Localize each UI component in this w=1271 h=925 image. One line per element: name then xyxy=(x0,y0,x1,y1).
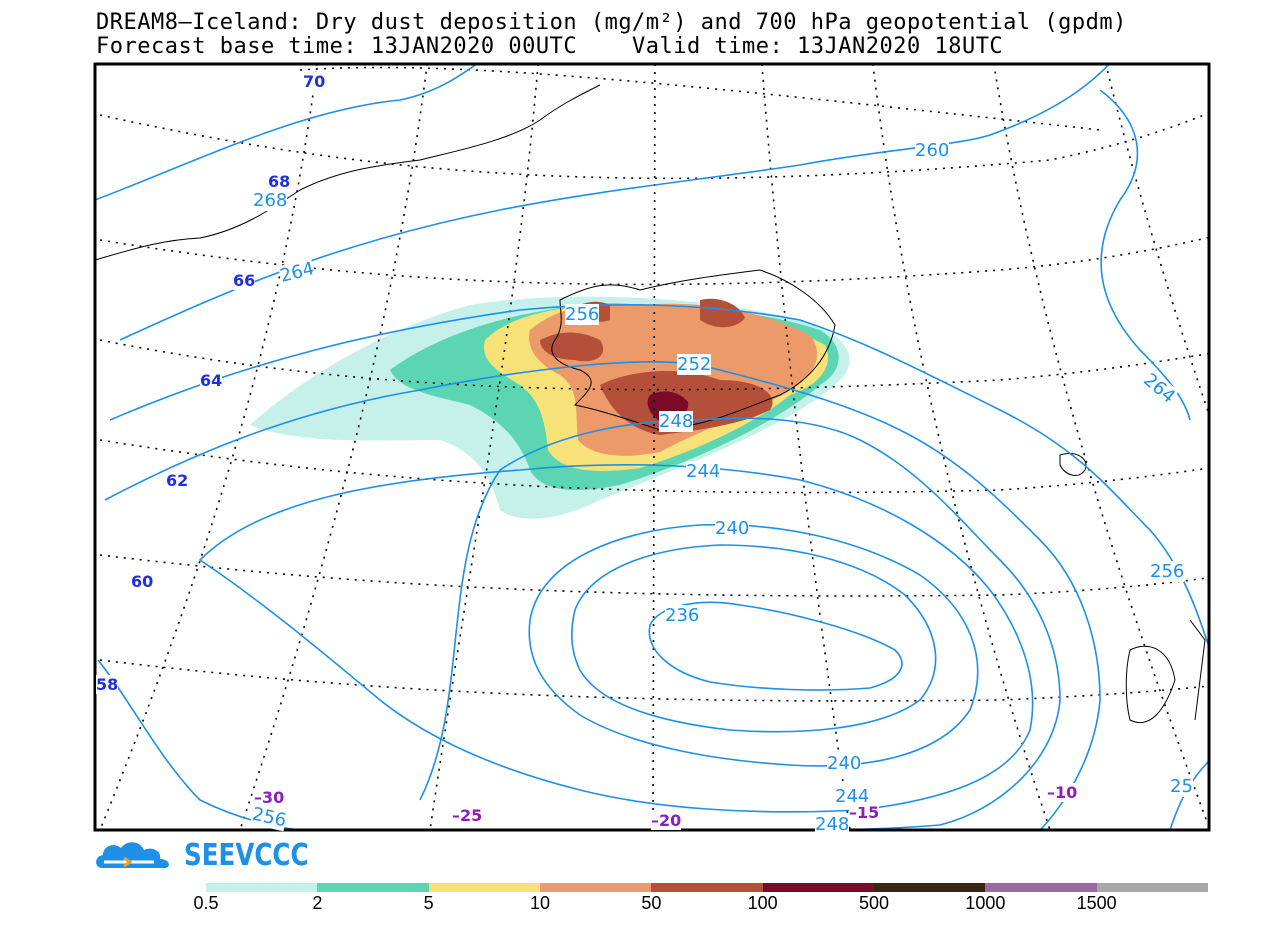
lon-label-minus15: –15 xyxy=(849,803,880,822)
map-subtitle: Forecast base time: 13JAN2020 00UTC Vali… xyxy=(96,34,1004,59)
contour-label: 256 xyxy=(565,304,600,325)
lat-label-60: 60 xyxy=(131,572,154,591)
contour-label: 244 xyxy=(835,786,870,807)
legend-label: 0.5 xyxy=(193,893,219,913)
legend-swatch xyxy=(985,883,1097,892)
geopotential-contours xyxy=(95,64,1209,830)
lat-label-58: 58 xyxy=(96,675,119,694)
legend-swatch xyxy=(317,883,429,892)
contour-label: 256 xyxy=(1150,561,1185,582)
legend-swatch xyxy=(428,883,540,892)
lon-label-minus25: –25 xyxy=(452,806,483,825)
legend-label: 10 xyxy=(529,893,551,913)
dust-deposition-field xyxy=(250,296,850,519)
lat-label-68: 68 xyxy=(268,172,291,191)
map-title: DREAM8–Iceland: Dry dust deposition (mg/… xyxy=(96,10,1127,35)
lon-label-minus30: –30 xyxy=(254,788,285,807)
lat-label-62: 62 xyxy=(166,471,189,490)
lon-label-minus10: –10 xyxy=(1047,783,1078,802)
legend-swatch xyxy=(206,883,318,892)
contour-label: 236 xyxy=(665,605,700,626)
legend-label: 2 xyxy=(312,893,323,913)
contour-label: 260 xyxy=(915,140,950,161)
legend-label: 1500 xyxy=(1076,893,1117,913)
legend-swatch xyxy=(873,883,986,892)
contour-label: 244 xyxy=(686,461,721,482)
legend-swatch xyxy=(762,883,874,892)
legend-swatch xyxy=(651,883,763,892)
lat-label-64: 64 xyxy=(200,371,223,390)
legend-label: 50 xyxy=(641,893,662,913)
legend-swatch xyxy=(539,883,652,892)
legend-swatch xyxy=(1096,883,1208,892)
contour-label: 268 xyxy=(253,190,288,211)
lat-label-70: 70 xyxy=(303,72,326,91)
contour-label: 248 xyxy=(659,411,694,432)
cloud-logo-icon xyxy=(96,842,169,868)
parallels xyxy=(99,66,1209,702)
contour-label: 240 xyxy=(827,753,862,774)
legend-label: 1000 xyxy=(965,893,1006,913)
logo-text: SEEVCCC xyxy=(184,838,309,873)
legend-label: 100 xyxy=(747,893,778,913)
legend-colorbar xyxy=(206,883,1208,892)
lon-label-minus20: –20 xyxy=(651,811,682,830)
lat-label-66: 66 xyxy=(233,271,256,290)
contour-label: 25 xyxy=(1170,776,1193,797)
contour-label: 248 xyxy=(815,814,850,835)
contour-label: 240 xyxy=(715,518,750,539)
contour-label: 252 xyxy=(677,354,712,375)
legend-label: 500 xyxy=(858,893,890,913)
map-frame xyxy=(93,62,1211,832)
legend-label: 5 xyxy=(423,893,434,913)
